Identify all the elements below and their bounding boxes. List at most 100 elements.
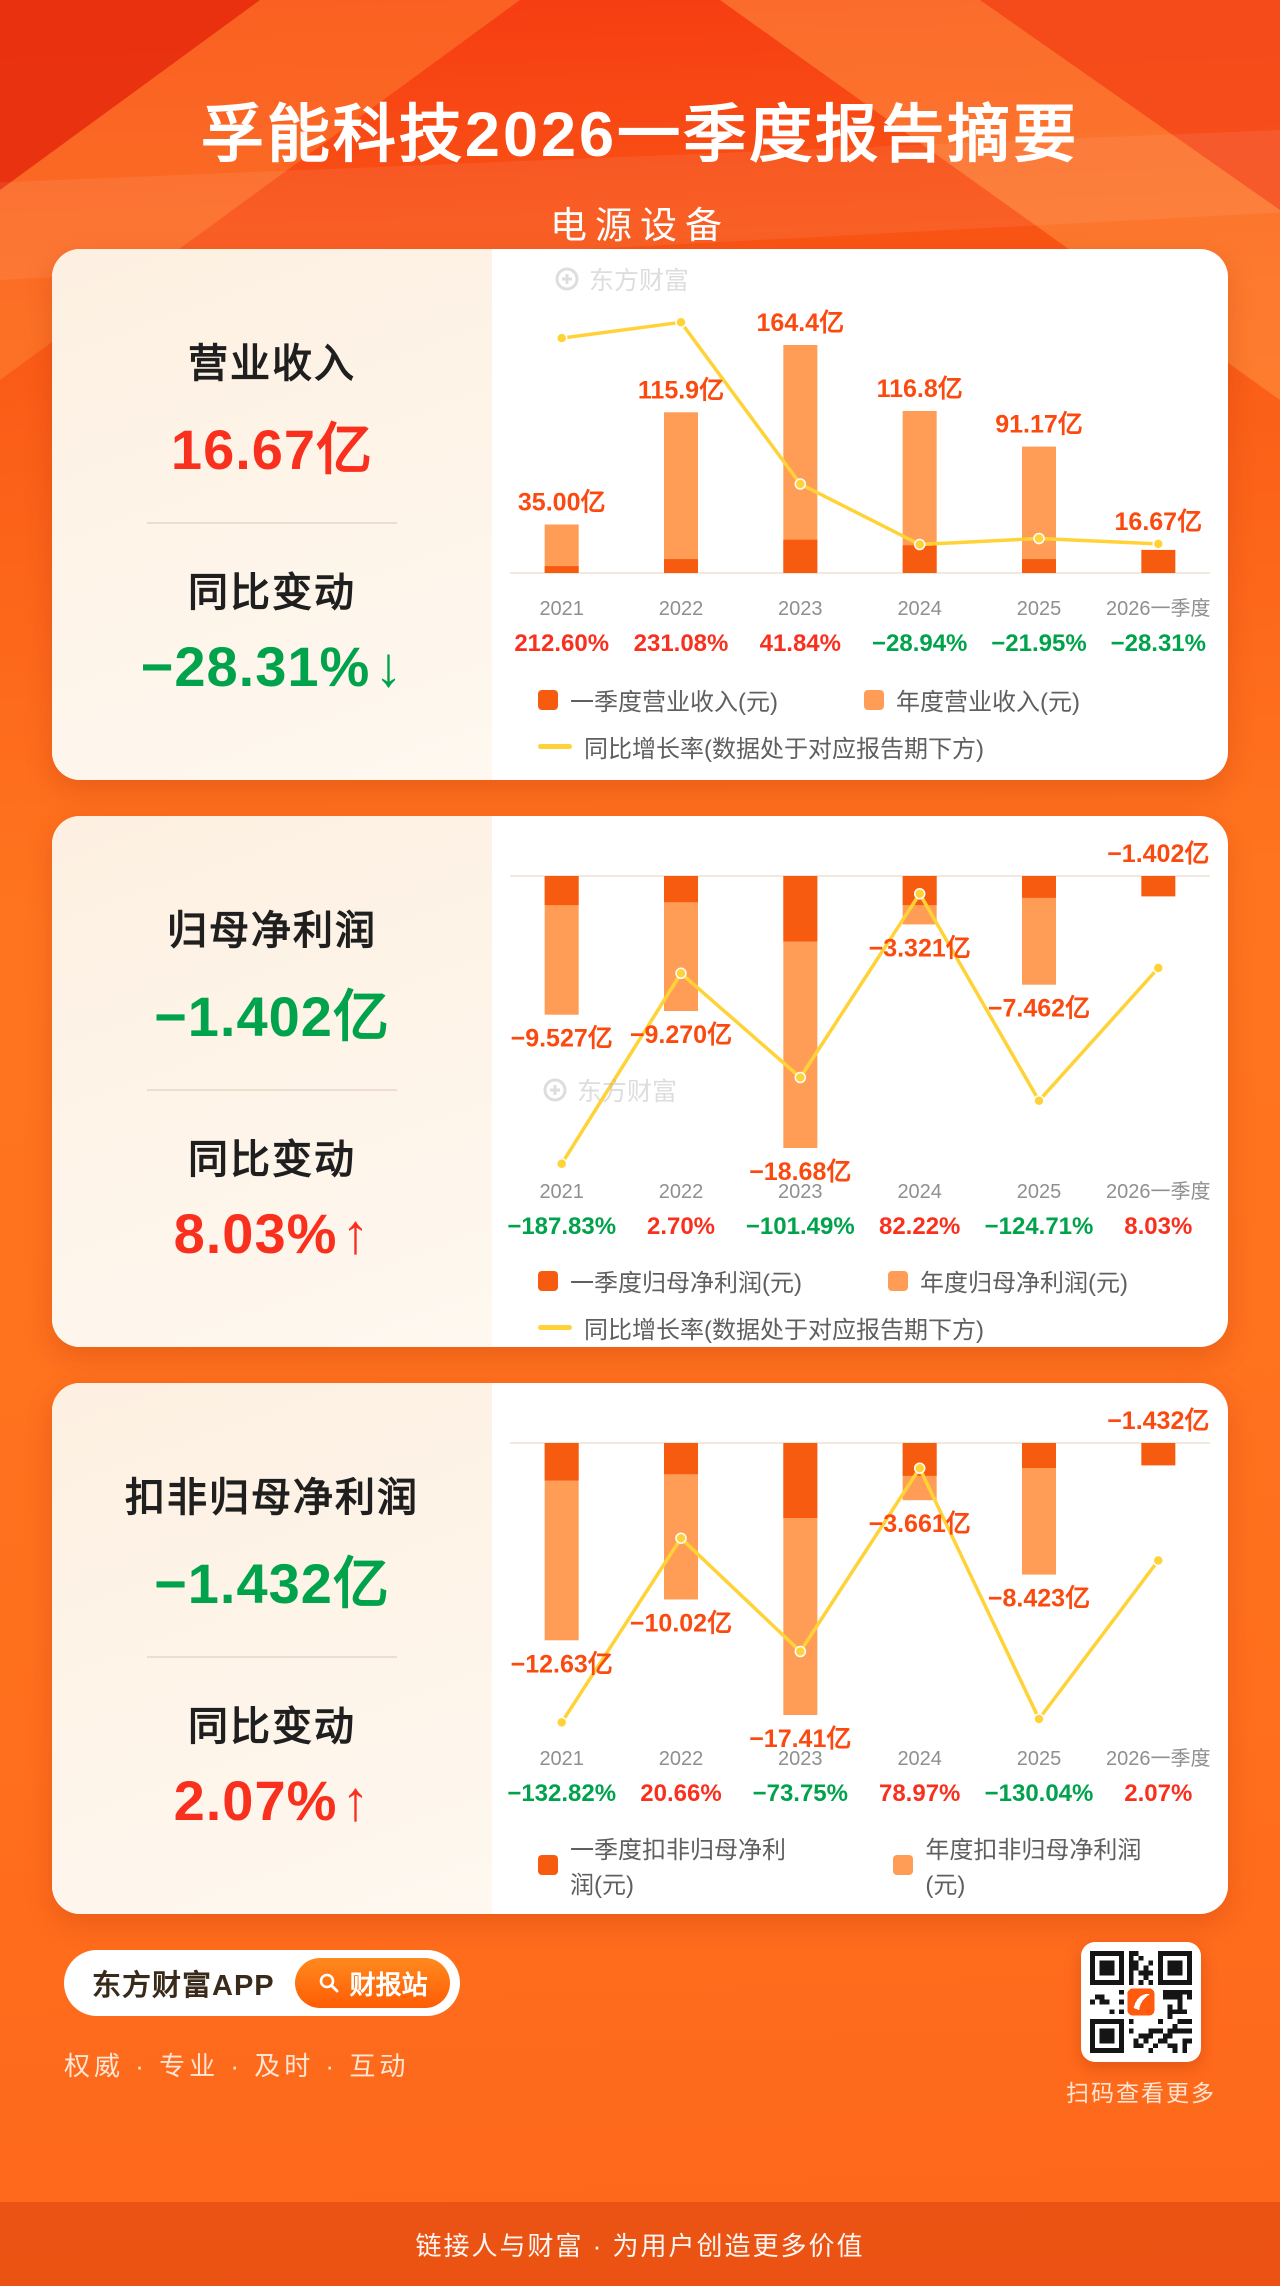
legend-item: 同比增长率(数据处于对应报告期下方): [538, 1912, 984, 1914]
legend-label: 年度扣非归母净利润(元): [925, 1837, 1142, 1899]
watermark-text: 东方财富: [577, 1078, 678, 1106]
legend-item: 年度归母净利润(元): [887, 1263, 1128, 1298]
watermark: 东方财富: [542, 1072, 677, 1108]
svg-text:116.8亿: 116.8亿: [877, 375, 963, 403]
divider: [147, 1088, 397, 1091]
svg-text:−73.75%: −73.75%: [753, 1780, 848, 1807]
svg-text:2025: 2025: [1017, 598, 1062, 620]
change-number: −28.31%: [140, 634, 371, 698]
svg-text:16.67亿: 16.67亿: [1115, 508, 1203, 536]
non-gaap-profit-chart: −12.63亿 −10.02亿 −17.41亿 −3.661亿 −8.423亿 −1.43…: [502, 1407, 1228, 1818]
svg-text:2021: 2021: [539, 1181, 584, 1203]
svg-text:41.84%: 41.84%: [760, 630, 841, 657]
svg-text:2021: 2021: [539, 1748, 584, 1770]
svg-text:82.22%: 82.22%: [879, 1213, 960, 1240]
metric-label: 营业收入: [188, 341, 356, 386]
app-pill[interactable]: 东方财富APP 财报站: [64, 1950, 460, 2016]
legend-item: 年度扣非归母净利润(元): [893, 1830, 1142, 1900]
svg-text:−132.82%: −132.82%: [507, 1780, 616, 1807]
annual-bar-swatch-icon: [863, 689, 884, 710]
svg-text:2025: 2025: [1017, 1748, 1062, 1770]
svg-text:−7.462亿: −7.462亿: [988, 995, 1090, 1023]
up-arrow-icon: ↑: [341, 1768, 371, 1832]
bottom-slogan: 链接人与财富 · 为用户创造更多价值: [415, 2230, 865, 2261]
svg-text:2022: 2022: [659, 598, 704, 620]
net-profit-chart-panel: 东方财富 −9.527亿 −9.270亿 −18.68亿 −3.321亿 −7.462亿…: [492, 816, 1228, 1347]
eastmoney-logo-icon: [543, 1078, 567, 1102]
svg-text:−3.661亿: −3.661亿: [869, 1510, 971, 1538]
footer-tagline: 权威 · 专业 · 及时 · 互动: [64, 2051, 410, 2081]
metric-value: −1.432亿: [154, 1551, 390, 1615]
svg-text:−28.31%: −28.31%: [1111, 630, 1206, 657]
legend-label: 一季度扣非归母净利润(元): [570, 1837, 786, 1899]
search-icon: [319, 1973, 339, 1993]
change-value: −28.31%↓: [141, 634, 404, 699]
metric-label: 扣非归母净利润: [125, 1475, 419, 1520]
svg-text:2026一季度: 2026一季度: [1106, 597, 1211, 620]
svg-text:20.66%: 20.66%: [640, 1780, 721, 1807]
net-profit-chart: −9.527亿 −9.270亿 −18.68亿 −3.321亿 −7.462亿 −1.40…: [502, 840, 1228, 1251]
svg-text:78.97%: 78.97%: [879, 1780, 960, 1807]
revenue-summary-panel: 营业收入 16.67亿 同比变动 −28.31%↓: [52, 249, 492, 780]
svg-text:−28.94%: −28.94%: [872, 630, 967, 657]
revenue-legend: 一季度营业收入(元) 年度营业收入(元) 同比增长率(数据处于对应报告期下方): [538, 682, 1228, 764]
svg-text:2024: 2024: [897, 598, 942, 620]
growth-line-swatch-icon: [538, 1325, 572, 1330]
watermark: 东方财富: [554, 261, 689, 297]
legend-item: 一季度归母净利润(元): [538, 1263, 802, 1298]
divider: [147, 521, 397, 524]
svg-text:−17.41亿: −17.41亿: [749, 1725, 851, 1753]
svg-text:−3.321亿: −3.321亿: [869, 934, 971, 962]
legend-label: 同比增长率(数据处于对应报告期下方): [584, 1912, 984, 1914]
svg-text:2026一季度: 2026一季度: [1106, 1180, 1211, 1203]
metric-value: 16.67亿: [170, 417, 374, 481]
quarter-bar-swatch-icon: [538, 689, 558, 710]
svg-text:2026一季度: 2026一季度: [1106, 1747, 1211, 1770]
report-station-button[interactable]: 财报站: [294, 1958, 450, 2008]
annual-bar-swatch-icon: [887, 1270, 908, 1291]
non-gaap-summary-panel: 扣非归母净利润 −1.432亿 同比变动 2.07%↑: [52, 1383, 492, 1914]
legend-item: 同比增长率(数据处于对应报告期下方): [538, 729, 984, 764]
eastmoney-logo-icon: [555, 267, 579, 291]
page-subtitle: 电源设备: [550, 205, 730, 246]
qr-code: [1081, 1942, 1201, 2062]
svg-text:115.9亿: 115.9亿: [638, 376, 724, 404]
svg-text:−9.270亿: −9.270亿: [630, 1021, 732, 1049]
non-gaap-chart-panel: −12.63亿 −10.02亿 −17.41亿 −3.661亿 −8.423亿 −1.43…: [492, 1383, 1228, 1914]
quarter-bar-swatch-icon: [538, 1270, 558, 1291]
revenue-chart-panel: 东方财富 35.00亿 115.9亿 164.4亿 116.8亿 91.17亿 16.67…: [492, 249, 1228, 780]
net-profit-legend: 一季度归母净利润(元) 年度归母净利润(元) 同比增长率(数据处于对应报告期下方…: [538, 1263, 1228, 1345]
legend-item: 年度营业收入(元): [863, 682, 1080, 717]
up-arrow-icon: ↑: [341, 1201, 371, 1265]
svg-text:231.08%: 231.08%: [634, 630, 729, 657]
header: 孚能科技2026一季度报告摘要 电源设备: [0, 0, 1280, 249]
legend-label: 一季度营业收入(元): [570, 689, 778, 716]
change-label: 同比变动: [188, 570, 356, 615]
qr-pattern: [1090, 1951, 1192, 2053]
quarter-bar-swatch-icon: [538, 1855, 558, 1875]
legend-item: 一季度营业收入(元): [538, 682, 778, 717]
revenue-chart: 35.00亿 115.9亿 164.4亿 116.8亿 91.17亿 16.67亿 2021…: [502, 273, 1228, 670]
footer-right: 扫码查看更多: [1066, 1942, 1216, 2108]
svg-text:2022: 2022: [659, 1181, 704, 1203]
svg-text:35.00亿: 35.00亿: [518, 489, 606, 517]
change-number: 8.03%: [173, 1201, 338, 1265]
svg-text:164.4亿: 164.4亿: [757, 309, 845, 337]
watermark-text: 东方财富: [589, 267, 690, 295]
svg-text:−9.527亿: −9.527亿: [511, 1025, 613, 1053]
bottom-band: 链接人与财富 · 为用户创造更多价值: [0, 2202, 1280, 2286]
svg-text:2021: 2021: [539, 598, 584, 620]
net-profit-card: 归母净利润 −1.402亿 同比变动 8.03%↑ 东方财富 −9.527亿 −9…: [52, 816, 1228, 1347]
legend-item: 一季度扣非归母净利润(元): [538, 1830, 807, 1900]
legend-item: 同比增长率(数据处于对应报告期下方): [538, 1310, 984, 1345]
svg-text:−8.423亿: −8.423亿: [988, 1585, 1090, 1613]
svg-text:2.07%: 2.07%: [1124, 1780, 1192, 1807]
svg-text:212.60%: 212.60%: [514, 630, 609, 657]
svg-text:2024: 2024: [897, 1748, 942, 1770]
svg-text:2023: 2023: [778, 1181, 823, 1203]
svg-text:−130.04%: −130.04%: [985, 1780, 1094, 1807]
svg-text:−101.49%: −101.49%: [746, 1213, 855, 1240]
footer-left: 东方财富APP 财报站 权威 · 专业 · 及时 · 互动: [64, 1950, 460, 2083]
svg-text:−18.68亿: −18.68亿: [749, 1158, 851, 1186]
